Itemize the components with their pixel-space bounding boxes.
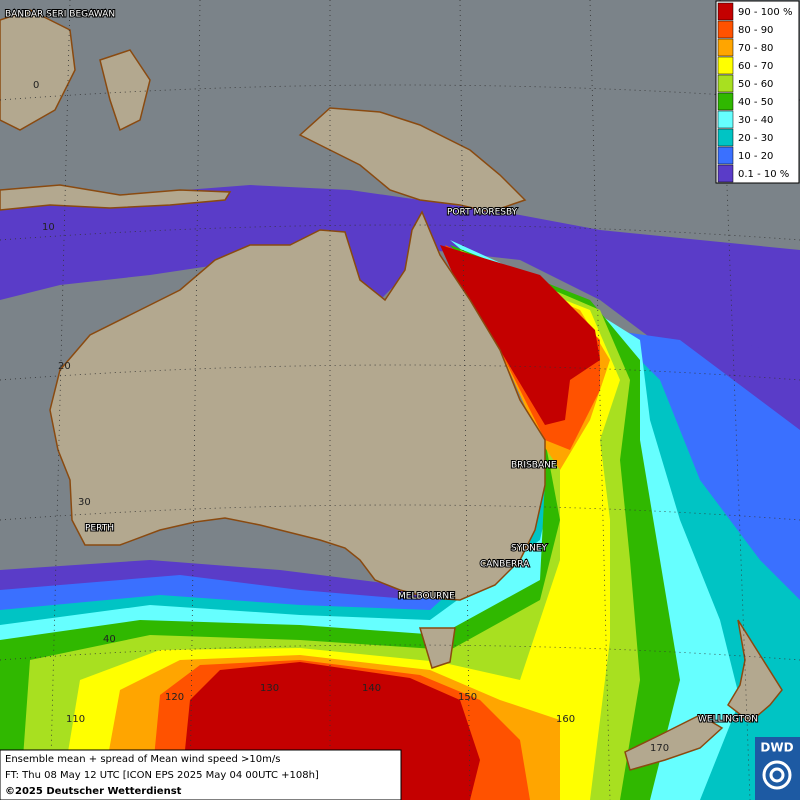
wind-probability-areas (0, 185, 800, 800)
legend-swatch (717, 20, 734, 39)
grid-label: 160 (556, 714, 575, 725)
landmasses (0, 9, 783, 771)
probability-area (0, 185, 800, 460)
longitude-lines (49, 0, 751, 801)
tasmania (418, 627, 456, 669)
city-label: SYDNEY (511, 544, 548, 554)
nz-south (624, 714, 724, 771)
latitude-lines (0, 84, 800, 661)
indonesia-islands (0, 184, 232, 211)
footer-line: ©2025 Deutscher Wetterdienst (5, 786, 182, 797)
grid-label: 0 (33, 80, 39, 91)
footer-line: Ensemble mean + spread of Mean wind spee… (5, 754, 280, 765)
legend-label: 40 - 50 (738, 97, 773, 108)
legend-label: 60 - 70 (738, 61, 773, 72)
legend-swatch (717, 146, 734, 165)
legend-swatch (717, 38, 734, 57)
logo-swirl (769, 767, 785, 783)
legend-label: 30 - 40 (738, 115, 773, 126)
city-label: PERTH (85, 524, 114, 534)
grid-label: 140 (362, 683, 381, 694)
footer-line: FT: Thu 08 May 12 UTC [ICON EPS 2025 May… (5, 770, 319, 781)
city-label: BRISBANE (511, 461, 557, 471)
grid-label: 130 (260, 683, 279, 694)
grid-label: 20 (58, 361, 71, 372)
footer-box (0, 749, 402, 801)
legend-swatch (717, 164, 734, 183)
legend-label: 10 - 20 (738, 151, 773, 162)
legend-swatch (717, 74, 734, 93)
legend-label: 0.1 - 10 % (738, 169, 789, 180)
logo-swirl (762, 760, 792, 790)
labels: BANDAR SERI BEGAWAN PORT MORESBY BRISBANE S… (4, 9, 759, 755)
legend: 90 - 100 % 80 - 90 70 - 80 60 - 70 50 - 60 40… (715, 0, 800, 184)
city-label: WELLINGTON (698, 715, 758, 725)
city-label: MELBOURNE (398, 592, 455, 602)
legend-label: 80 - 90 (738, 25, 773, 36)
grid-label: 10 (42, 222, 55, 233)
borneo-sulawesi (0, 9, 151, 132)
legend-swatch (717, 2, 734, 21)
city-label: BANDAR SERI BEGAWAN (5, 10, 115, 20)
probability-area (185, 245, 600, 800)
grid-label: 40 (103, 634, 116, 645)
legend-swatch (717, 56, 734, 75)
grid-label: 110 (66, 714, 85, 725)
legend-swatch (717, 110, 734, 129)
legend-label: 50 - 60 (738, 79, 773, 90)
grid-label: 30 (78, 497, 91, 508)
city-label: CANBERRA (480, 560, 530, 570)
grid-label: 150 (458, 692, 477, 703)
legend-label: 70 - 80 (738, 43, 773, 54)
nz-north (727, 619, 783, 723)
logo-text: DWD (760, 741, 793, 755)
new-guinea (298, 107, 527, 213)
legend-swatch (717, 128, 734, 147)
city-label: PORT MORESBY (447, 208, 518, 218)
legend-swatch (717, 92, 734, 111)
australia (49, 210, 546, 601)
legend-label: 90 - 100 % (738, 7, 792, 18)
grid-label: 120 (165, 692, 184, 703)
grid-label: 170 (650, 743, 669, 754)
legend-label: 20 - 30 (738, 133, 773, 144)
